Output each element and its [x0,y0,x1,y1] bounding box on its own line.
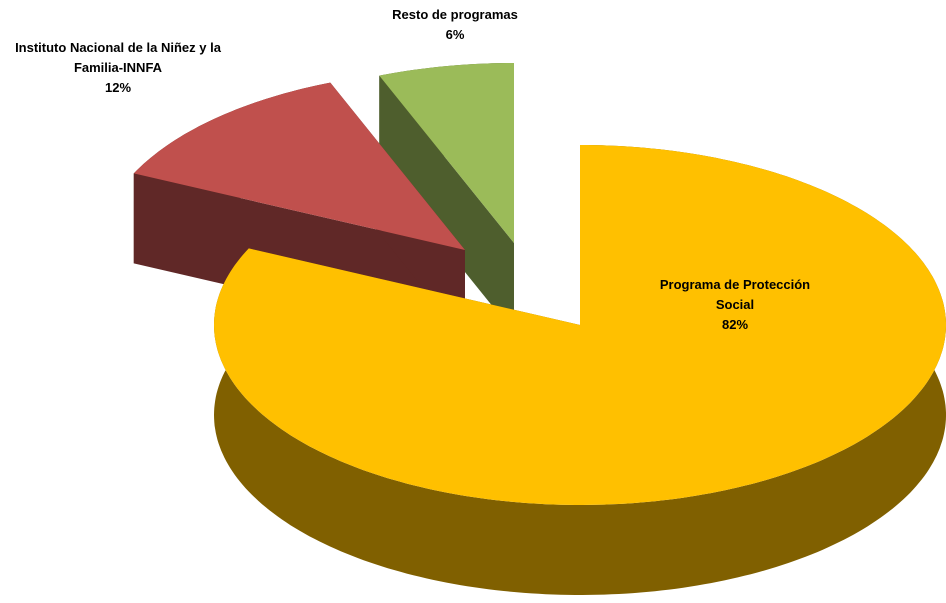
slice-top [133,82,466,250]
slice-top [379,63,514,243]
data-label: 6% [445,27,465,42]
slice-wall [379,75,514,333]
data-label: Resto de programas [392,7,518,22]
slice-top [214,145,946,505]
data-label: Programa de Protección Social [659,277,811,312]
data-label: 82% [721,317,749,332]
data-label: 12% [104,80,132,95]
data-label: Instituto Nacional de la Niñez y la Fami… [15,40,221,75]
